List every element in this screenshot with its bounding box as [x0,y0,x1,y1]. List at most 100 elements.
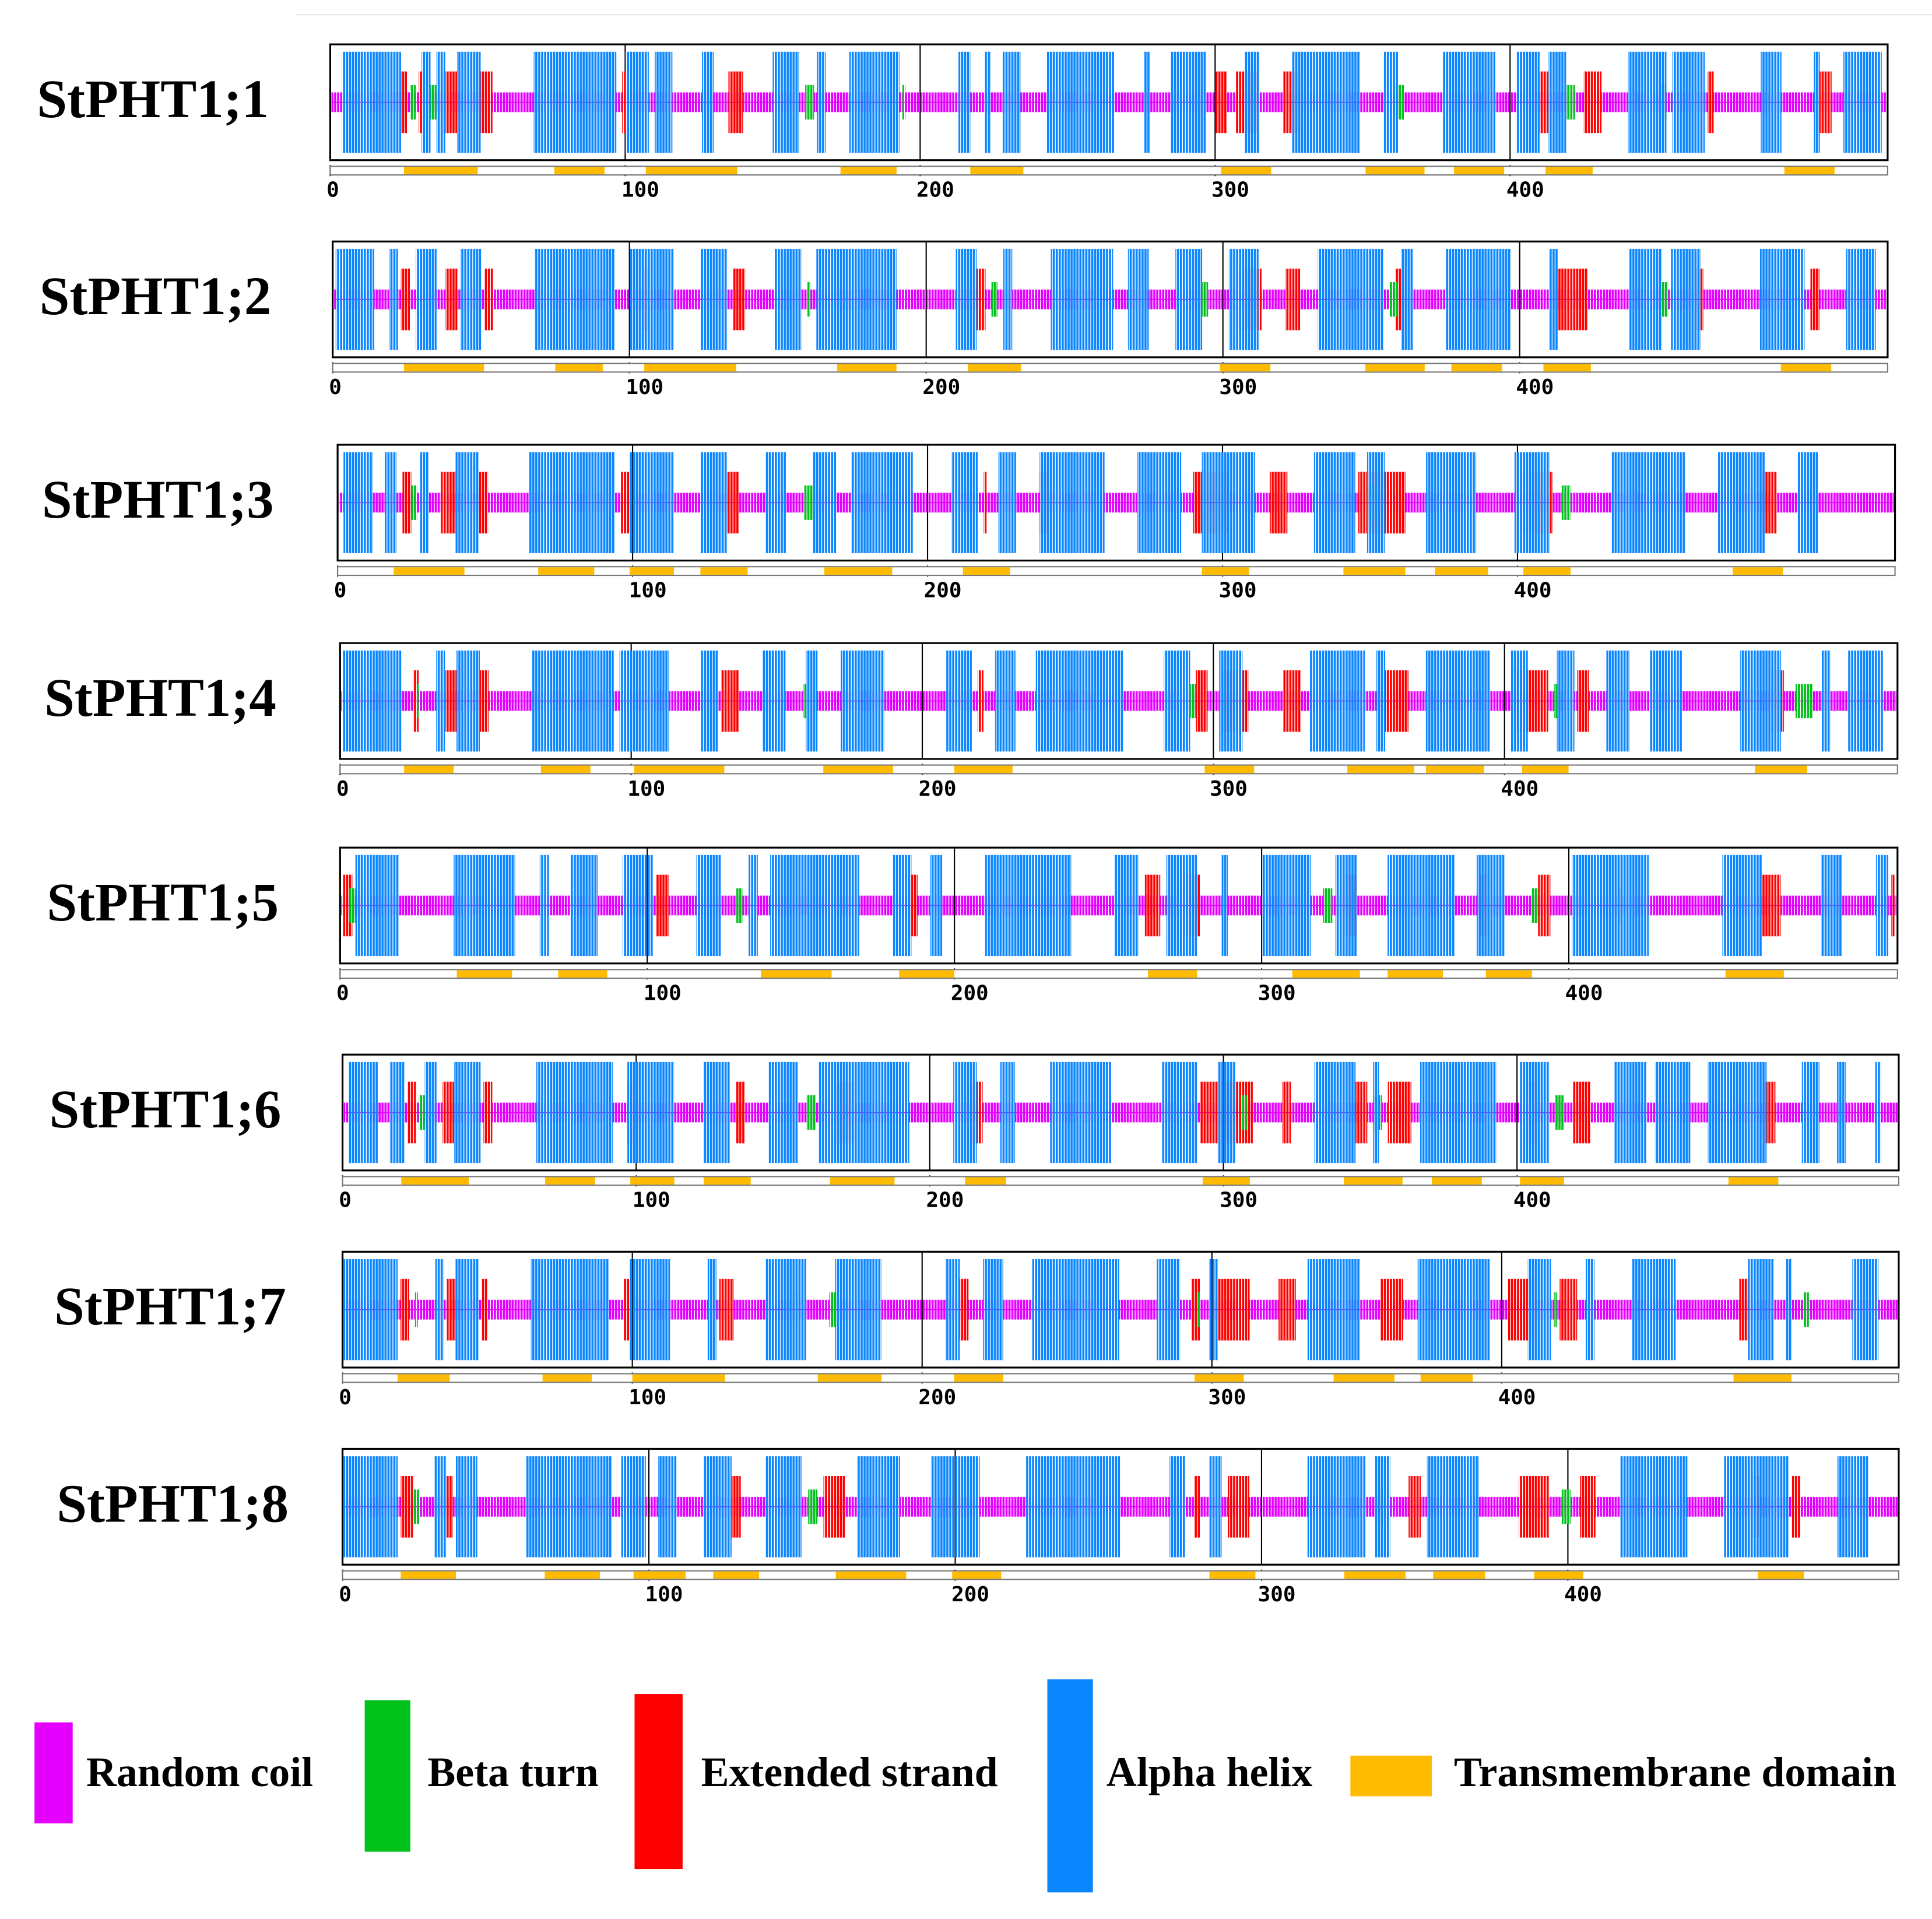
tm-track [339,764,1898,775]
helix-segment [857,1456,900,1558]
turn-segment [1554,683,1560,719]
strand-segment [1285,268,1301,331]
transmembrane-segment [970,167,1024,175]
helix-segment [1722,855,1762,957]
strand-segment [1519,1475,1550,1538]
helix-segment [460,248,482,350]
x-tick-label: 0 [336,982,349,1006]
transmembrane-segment [558,970,607,978]
helix-segment [1228,248,1259,350]
helix-segment [1514,452,1550,553]
strand-segment [960,1278,969,1341]
transmembrane-segment [644,364,736,372]
strand-segment [1144,874,1161,937]
transmembrane-segment [1780,364,1832,372]
helix-segment [532,650,614,752]
transmembrane-segment [1758,1571,1804,1579]
transmembrane-segment [700,567,748,575]
helix-segment [1383,51,1399,153]
helix-segment [849,51,900,153]
strand-segment [483,1081,493,1144]
helix-segment [385,452,397,553]
transmembrane-segment [401,1177,469,1185]
transmembrane-segment [967,364,1021,372]
turn-segment [349,888,356,923]
helix-segment [455,1456,477,1558]
strand-segment [823,1475,845,1538]
transmembrane-segment [633,1571,686,1579]
helix-segment [1318,248,1383,350]
legend-swatch [1350,1755,1432,1797]
turn-segment [805,85,814,120]
helix-segment [1611,452,1686,553]
transmembrane-segment [1523,567,1571,575]
x-tick-label: 100 [629,578,667,602]
transmembrane-segment [835,1571,907,1579]
helix-segment [654,51,673,153]
helix-segment [1039,452,1105,553]
turn-segment [1197,1292,1200,1327]
turn-segment [416,683,419,719]
turn-segment [902,85,906,120]
turn-segment [803,485,813,520]
helix-segment [454,1062,481,1164]
helix-segment [1708,1062,1767,1164]
helix-segment [700,248,728,350]
helix-segment [619,650,669,752]
helix-segment [355,855,399,957]
transmembrane-segment [1220,364,1271,372]
helix-segment [1127,248,1149,350]
transmembrane-segment [1451,364,1502,372]
transmembrane-segment [899,970,955,978]
helix-segment [1837,1456,1868,1558]
transmembrane-segment [1545,167,1593,175]
transmembrane-segment [1520,1177,1564,1185]
helix-segment [770,855,859,957]
helix-segment [841,650,885,752]
helix-segment [1672,51,1705,153]
transmembrane-segment [761,970,832,978]
helix-segment [1376,650,1385,752]
turn-segment [413,1489,419,1524]
x-tick-label: 300 [1211,178,1249,202]
helix-segment [526,1456,612,1558]
turn-segment [1796,683,1814,719]
track-label: StPHT1;4 [44,668,276,728]
strand-segment [1282,1081,1291,1144]
turn-segment [1803,1292,1809,1327]
transmembrane-segment [1365,364,1425,372]
helix-segment [995,650,1016,752]
helix-segment [956,248,977,350]
transmembrane-segment [540,765,591,774]
helix-segment [1760,248,1805,350]
strand-segment [1215,71,1227,133]
strand-segment [1269,472,1288,534]
transmembrane-segment [401,1571,456,1579]
helix-segment [1291,51,1360,153]
x-tick-label: 400 [1501,777,1538,801]
helix-segment [1875,1062,1881,1164]
helix-segment [1221,855,1228,957]
helix-segment [772,51,799,153]
helix-segment [1157,1259,1181,1361]
helix-segment [1821,855,1842,957]
strand-segment [401,268,410,331]
helix-segment [1309,650,1365,752]
helix-segment [701,650,719,752]
helix-segment [621,1456,646,1558]
strand-segment [1278,1278,1296,1341]
strand-segment [1739,1278,1748,1341]
helix-segment [1387,855,1456,957]
x-tick-label: 100 [628,1386,666,1410]
helix-segment [348,1062,378,1164]
helix-segment [1175,248,1203,350]
transmembrane-segment [1209,1571,1256,1579]
transmembrane-segment [630,567,674,575]
helix-segment [704,1456,732,1558]
strand-segment [401,71,407,133]
transmembrane-segment [1733,567,1783,575]
transmembrane-segment [1485,970,1532,978]
helix-segment [1244,51,1260,153]
helix-segment [1445,248,1511,350]
strand-segment [407,1081,416,1144]
